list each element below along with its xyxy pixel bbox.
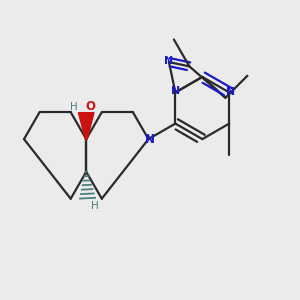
Text: N: N [164, 56, 173, 66]
Text: O: O [85, 100, 95, 113]
Text: H: H [70, 102, 78, 112]
Text: N: N [144, 133, 154, 146]
Text: N: N [171, 86, 180, 96]
Text: H: H [91, 201, 98, 211]
Text: N: N [226, 87, 235, 97]
Polygon shape [79, 113, 94, 139]
